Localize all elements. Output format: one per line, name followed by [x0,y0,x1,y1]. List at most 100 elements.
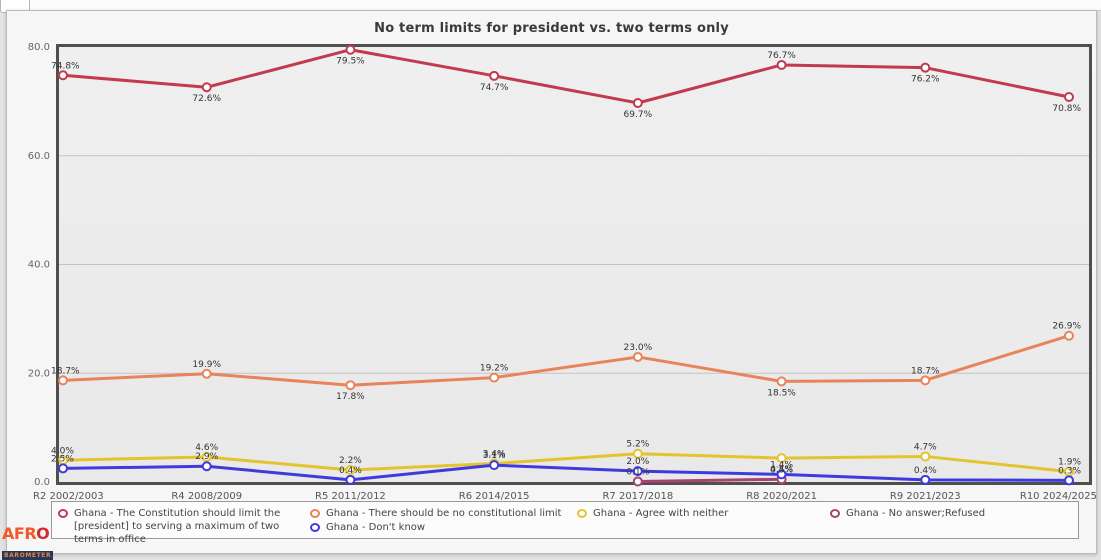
data-label: 1.9% [1058,458,1081,468]
data-point[interactable] [201,461,212,472]
x-tick-label: R5 2011/2012 [315,491,386,502]
data-point[interactable] [1064,475,1074,486]
data-point[interactable] [58,375,68,386]
data-point[interactable] [345,474,356,485]
data-point[interactable] [345,380,356,391]
afrobarometer-logo-text: AFRO [2,526,66,542]
legend-marker-icon [58,509,68,518]
data-label: 5.2% [626,440,649,450]
data-point[interactable] [632,351,643,362]
data-label: 4.7% [914,442,937,452]
data-label: 2.0% [626,457,649,467]
data-label: 26.9% [1052,322,1081,332]
y-tick-label: 80.0 [28,42,50,53]
data-label: 0.3% [1058,466,1081,476]
data-point[interactable] [201,82,212,93]
data-point[interactable] [489,70,500,81]
data-label: 4.0% [51,446,74,456]
data-label: 76.2% [911,75,940,85]
data-point[interactable] [920,375,931,386]
data-point[interactable] [632,448,643,459]
data-label: 69.7% [624,110,653,120]
legend-item[interactable]: Ghana - Agree with neither [577,507,728,520]
data-point[interactable] [632,476,643,487]
logo-pin-icon: O [36,524,50,543]
legend-item-label: Ghana - Agree with neither [593,508,729,519]
legend-marker-icon [577,509,587,518]
series-line [62,334,1070,387]
legend-item[interactable]: Ghana - The Constitution should limit th… [58,507,308,546]
data-point[interactable] [632,98,643,109]
data-point[interactable] [345,465,356,476]
data-point[interactable] [1064,92,1074,103]
data-label: 74.8% [51,61,80,71]
data-label: 79.5% [336,57,365,67]
data-label: 76.7% [767,51,796,61]
data-point[interactable] [776,59,787,70]
data-point[interactable] [201,368,212,379]
series-line [62,452,1070,474]
data-point[interactable] [58,70,68,81]
series-line [62,48,1070,105]
data-point[interactable] [201,451,212,462]
data-label: 1.4% [770,460,793,470]
y-tick-label: 40.0 [28,260,50,271]
data-point[interactable] [920,474,931,485]
series-line [637,477,782,483]
afrobarometer-logo: AFRO BAROMETER [2,526,66,560]
data-label: 3.4% [483,450,506,460]
data-label: 0.4% [339,466,362,476]
legend-item-label: Ghana - No answer;Refused [846,508,986,519]
legend-item-label: Ghana - Don't know [326,522,426,533]
data-point[interactable] [489,372,500,383]
data-label: 2.2% [339,456,362,466]
data-point[interactable] [776,376,787,387]
legend-marker-icon [310,509,320,518]
data-label: 23.0% [624,343,653,353]
y-tick-label: 0.0 [34,477,50,488]
chart-canvas[interactable]: 80.0 60.0 40.0 20.0 0.0 R2 2002/2003 R4 2008/2… [28,42,1097,502]
data-label: 0.5% [770,465,793,475]
data-label: 0.4% [914,466,937,476]
data-label: 17.8% [336,392,365,402]
data-label: 19.9% [192,360,221,370]
afrobarometer-logo-subtext: BAROMETER [2,551,54,560]
legend-marker-icon [310,523,320,532]
data-label: 18.7% [911,366,940,376]
x-tick-label: R10 2024/2025 [1020,491,1097,502]
x-tick-label: R7 2017/2018 [602,491,673,502]
series-line [62,463,1070,482]
data-point[interactable] [345,44,356,55]
data-label: 72.6% [192,94,221,104]
data-label: 4.4% [770,465,793,475]
x-tick-label: R4 2008/2009 [171,491,242,502]
data-label: 19.2% [480,364,509,374]
logo-afr-text: AFR [2,524,37,543]
data-point[interactable] [920,451,931,462]
data-label: 0.1% [626,467,649,477]
data-point[interactable] [776,453,787,464]
data-label: 2.5% [51,454,74,464]
data-label: 4.6% [195,443,218,453]
data-point[interactable] [58,463,68,474]
chart-legend: Ghana - The Constitution should limit th… [51,501,1079,545]
legend-item[interactable]: Ghana - Don't know [310,521,425,534]
data-label: 18.5% [767,388,796,398]
legend-item[interactable]: Ghana - No answer;Refused [830,507,985,520]
chart-title: No term limits for president vs. two ter… [374,21,729,36]
data-label: 2.9% [195,452,218,462]
data-point[interactable] [489,460,500,471]
data-point[interactable] [776,469,787,480]
data-point[interactable] [920,62,931,73]
legend-marker-icon [830,509,840,518]
data-label: 3.1% [483,451,506,461]
legend-item[interactable]: Ghana - There should be no constitutiona… [310,507,561,520]
x-tick-label: R8 2020/2021 [746,491,817,502]
x-tick-label: R2 2002/2003 [33,491,104,502]
chart-panel: No term limits for president vs. two ter… [6,10,1097,554]
data-label: 74.7% [480,83,509,93]
data-point[interactable] [1064,330,1074,341]
data-point[interactable] [632,466,643,477]
data-label: 18.7% [51,366,80,376]
